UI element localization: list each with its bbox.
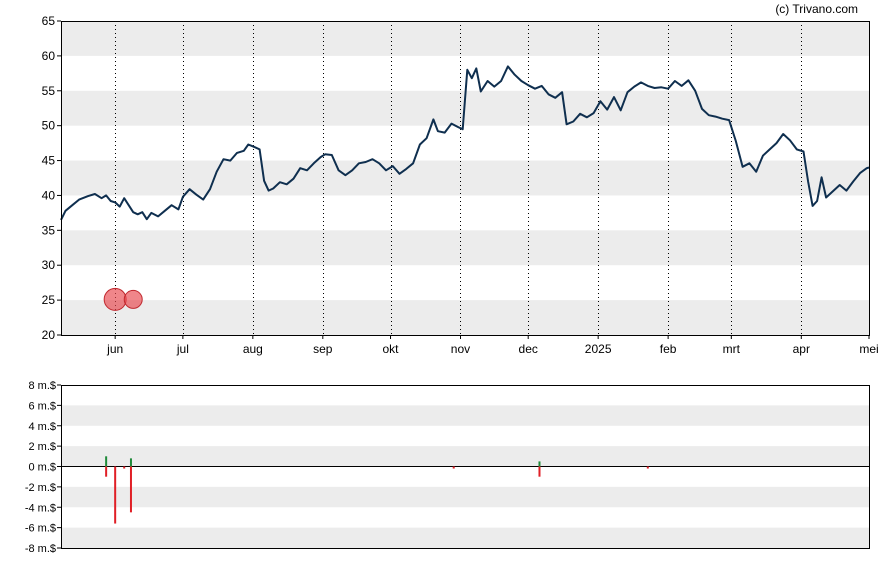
volume-band bbox=[61, 486, 869, 508]
price-frame bbox=[61, 21, 870, 336]
volume-panel: 8 m.$ 6 m.$ 4 m.$ 2 m.$ 0 m.$ -2 m.$ -4 m.$ -6 … bbox=[25, 380, 870, 555]
price-xtick-label: mei bbox=[859, 342, 878, 356]
volume-ytick-label: -8 m.$ bbox=[25, 543, 56, 555]
price-ytick-label: 50 bbox=[42, 119, 56, 133]
price-band bbox=[61, 21, 869, 56]
price-xtick-label: dec bbox=[519, 342, 538, 356]
price-band bbox=[61, 160, 869, 196]
price-ytick-label: 65 bbox=[42, 14, 56, 28]
volume-sell-bar bbox=[452, 466, 455, 469]
price-ytick-label: 20 bbox=[42, 328, 56, 342]
volume-band bbox=[61, 446, 869, 467]
volume-sell-bar bbox=[114, 466, 117, 524]
credit-label: (c) Trivano.com bbox=[775, 2, 858, 16]
insider-trade-marker bbox=[103, 287, 127, 311]
price-xtick-label: mrt bbox=[723, 342, 741, 356]
price-ytick-label: 35 bbox=[42, 223, 56, 237]
volume-buy-bar bbox=[129, 458, 132, 467]
volume-buy-bar bbox=[538, 461, 541, 467]
volume-sell-bar bbox=[646, 466, 649, 469]
price-line bbox=[60, 65, 870, 221]
price-xtick-label: nov bbox=[451, 342, 470, 356]
volume-ytick-label: -6 m.$ bbox=[25, 523, 56, 535]
price-ytick-label: 25 bbox=[42, 293, 56, 307]
volume-frame bbox=[61, 385, 870, 549]
volume-ytick-label: -2 m.$ bbox=[25, 482, 56, 494]
price-band bbox=[61, 230, 869, 266]
volume-sell-bar bbox=[105, 466, 108, 477]
volume-ytick-label: 2 m.$ bbox=[28, 441, 56, 453]
price-xtick-label: jul bbox=[176, 342, 189, 356]
insider-trade-marker bbox=[123, 289, 143, 309]
price-xtick-label: aug bbox=[243, 342, 263, 356]
price-ytick-label: 30 bbox=[42, 258, 56, 272]
price-band bbox=[61, 300, 869, 335]
volume-ytick-label: 0 m.$ bbox=[28, 462, 56, 474]
volume-band bbox=[61, 405, 869, 426]
price-xtick-label: jun bbox=[106, 342, 123, 356]
volume-band bbox=[61, 527, 869, 548]
price-xtick-label: sep bbox=[313, 342, 333, 356]
price-ytick-label: 40 bbox=[42, 188, 56, 202]
price-ytick-label: 60 bbox=[42, 49, 56, 63]
volume-ytick-label: -4 m.$ bbox=[25, 502, 56, 514]
price-xtick-label: okt bbox=[383, 342, 400, 356]
volume-sell-bar bbox=[123, 466, 126, 469]
volume-ytick-label: 4 m.$ bbox=[28, 421, 56, 433]
price-ytick-label: 45 bbox=[42, 154, 56, 168]
price-xtick-label: apr bbox=[793, 342, 810, 356]
volume-buy-bar bbox=[105, 456, 108, 467]
price-xtick-label: feb bbox=[660, 342, 677, 356]
price-ytick-label: 55 bbox=[42, 84, 56, 98]
volume-ytick-label: 6 m.$ bbox=[28, 400, 56, 412]
price-xtick-label: 2025 bbox=[585, 342, 612, 356]
volume-sell-bar bbox=[538, 466, 541, 477]
volume-sell-bar bbox=[129, 466, 132, 513]
volume-ytick-label: 8 m.$ bbox=[28, 380, 56, 392]
